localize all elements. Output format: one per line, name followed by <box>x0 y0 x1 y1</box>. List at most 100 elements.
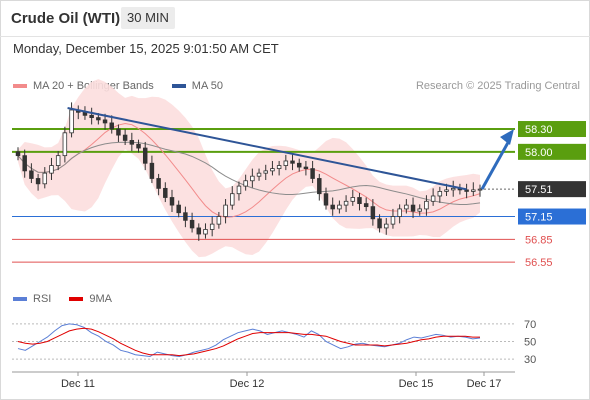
instrument-title: Crude Oil (WTI) <box>11 10 121 27</box>
candle-body <box>384 223 389 229</box>
candle-body <box>330 204 335 210</box>
candle-body <box>404 204 409 210</box>
candle-body <box>96 117 101 121</box>
candle-body <box>296 162 302 168</box>
candle-body <box>42 172 48 185</box>
ma50-swatch-icon <box>171 84 186 88</box>
copyright: Research © 2025 Trading Central <box>415 80 580 92</box>
candle-body <box>343 200 349 206</box>
candle-body <box>390 216 396 225</box>
chart-header: Crude Oil (WTI) 30 MIN <box>0 0 590 37</box>
level-label: 57.15 <box>525 212 553 224</box>
candle-body <box>410 204 416 212</box>
candle-body <box>49 165 54 174</box>
legend-item-ma50: MA 50 <box>171 80 223 92</box>
candle-body <box>35 178 41 185</box>
candle-body <box>276 165 282 169</box>
level-label-bg <box>518 208 586 225</box>
trend-line <box>67 107 467 191</box>
candle-body <box>363 203 369 208</box>
level-label: 58.30 <box>525 124 553 136</box>
candle-body <box>223 204 228 217</box>
candle-body <box>357 197 362 204</box>
candle-body <box>189 219 195 229</box>
level-label-bg <box>518 143 586 160</box>
candle-body <box>122 134 128 141</box>
level-label-bg <box>518 121 586 138</box>
9ma-swatch-icon <box>69 297 84 301</box>
level-label: 57.51 <box>525 184 553 196</box>
candle-body <box>317 178 322 195</box>
legend-item-rsi: RSI <box>13 293 51 305</box>
candle-body <box>370 206 376 220</box>
forecast-arrow-head-icon <box>500 129 514 146</box>
candle-body <box>102 119 108 124</box>
candle-body <box>15 151 21 157</box>
candle-body <box>62 132 68 157</box>
candle-body <box>156 178 161 189</box>
x-tick-label: Dec 12 <box>230 378 265 390</box>
candle-body <box>196 227 202 235</box>
candle-body <box>290 160 295 164</box>
candle-body <box>142 147 148 164</box>
candle-body <box>243 180 248 187</box>
rsi-series-9ma <box>17 327 480 357</box>
candle-body <box>310 168 315 179</box>
datetime-label: Monday, December 15, 2025 9:01:50 AM CET <box>13 41 279 56</box>
rsi-tick-label: 30 <box>524 354 536 366</box>
candle-body <box>236 185 242 195</box>
candle-body <box>89 114 94 119</box>
x-tick-label: Dec 15 <box>399 378 434 390</box>
candle-body <box>477 188 483 191</box>
candle-body <box>263 170 268 174</box>
rsi-tick-label: 70 <box>524 319 536 331</box>
bollinger-band <box>18 79 480 258</box>
level-label-bg <box>518 181 586 198</box>
x-tick-label: Dec 11 <box>61 378 95 390</box>
candle-body <box>250 175 255 182</box>
candle-body <box>256 172 262 177</box>
x-tick-label: Dec 17 <box>467 378 502 390</box>
level-label: 58.00 <box>525 147 553 159</box>
legend-label: RSI <box>33 293 52 305</box>
candle-body <box>337 204 342 210</box>
legend-label: MA 50 <box>191 80 223 92</box>
ma50-line <box>17 141 481 206</box>
candle-body <box>163 187 168 198</box>
candle-body <box>109 122 114 130</box>
candle-body <box>377 218 382 229</box>
candle-body <box>129 140 135 145</box>
rsi-tick-label: 50 <box>524 337 536 349</box>
rsi-legend: RSI 9MA <box>13 293 130 305</box>
candle-body <box>397 208 402 217</box>
candle-body <box>176 204 181 214</box>
candle-body <box>169 197 175 206</box>
ma20-line <box>17 123 481 218</box>
candle-body <box>203 229 208 235</box>
candle-body <box>444 189 449 192</box>
candle-body <box>450 187 456 191</box>
candle-body <box>149 162 155 179</box>
legend-item-9ma: 9MA <box>69 293 112 305</box>
candle-body <box>216 216 222 225</box>
candle-body <box>69 109 74 134</box>
timeframe-badge[interactable]: 30 MIN <box>121 7 175 29</box>
rsi-series-rsi <box>17 323 481 358</box>
candle-body <box>55 155 61 166</box>
candle-body <box>116 128 121 136</box>
candle-body <box>303 166 309 169</box>
candle-body <box>350 197 356 202</box>
candle-body <box>22 155 27 172</box>
candle-body <box>270 168 275 172</box>
bollinger-swatch-icon <box>13 84 27 88</box>
candle-body <box>136 143 141 149</box>
candle-body <box>417 208 422 212</box>
level-label: 56.85 <box>525 234 553 246</box>
rsi-swatch-icon <box>13 297 27 301</box>
legend-label: 9MA <box>89 293 112 305</box>
candle-body <box>183 212 188 221</box>
level-label: 56.55 <box>525 257 553 269</box>
candle-body <box>430 195 436 202</box>
candle-body <box>230 193 235 206</box>
